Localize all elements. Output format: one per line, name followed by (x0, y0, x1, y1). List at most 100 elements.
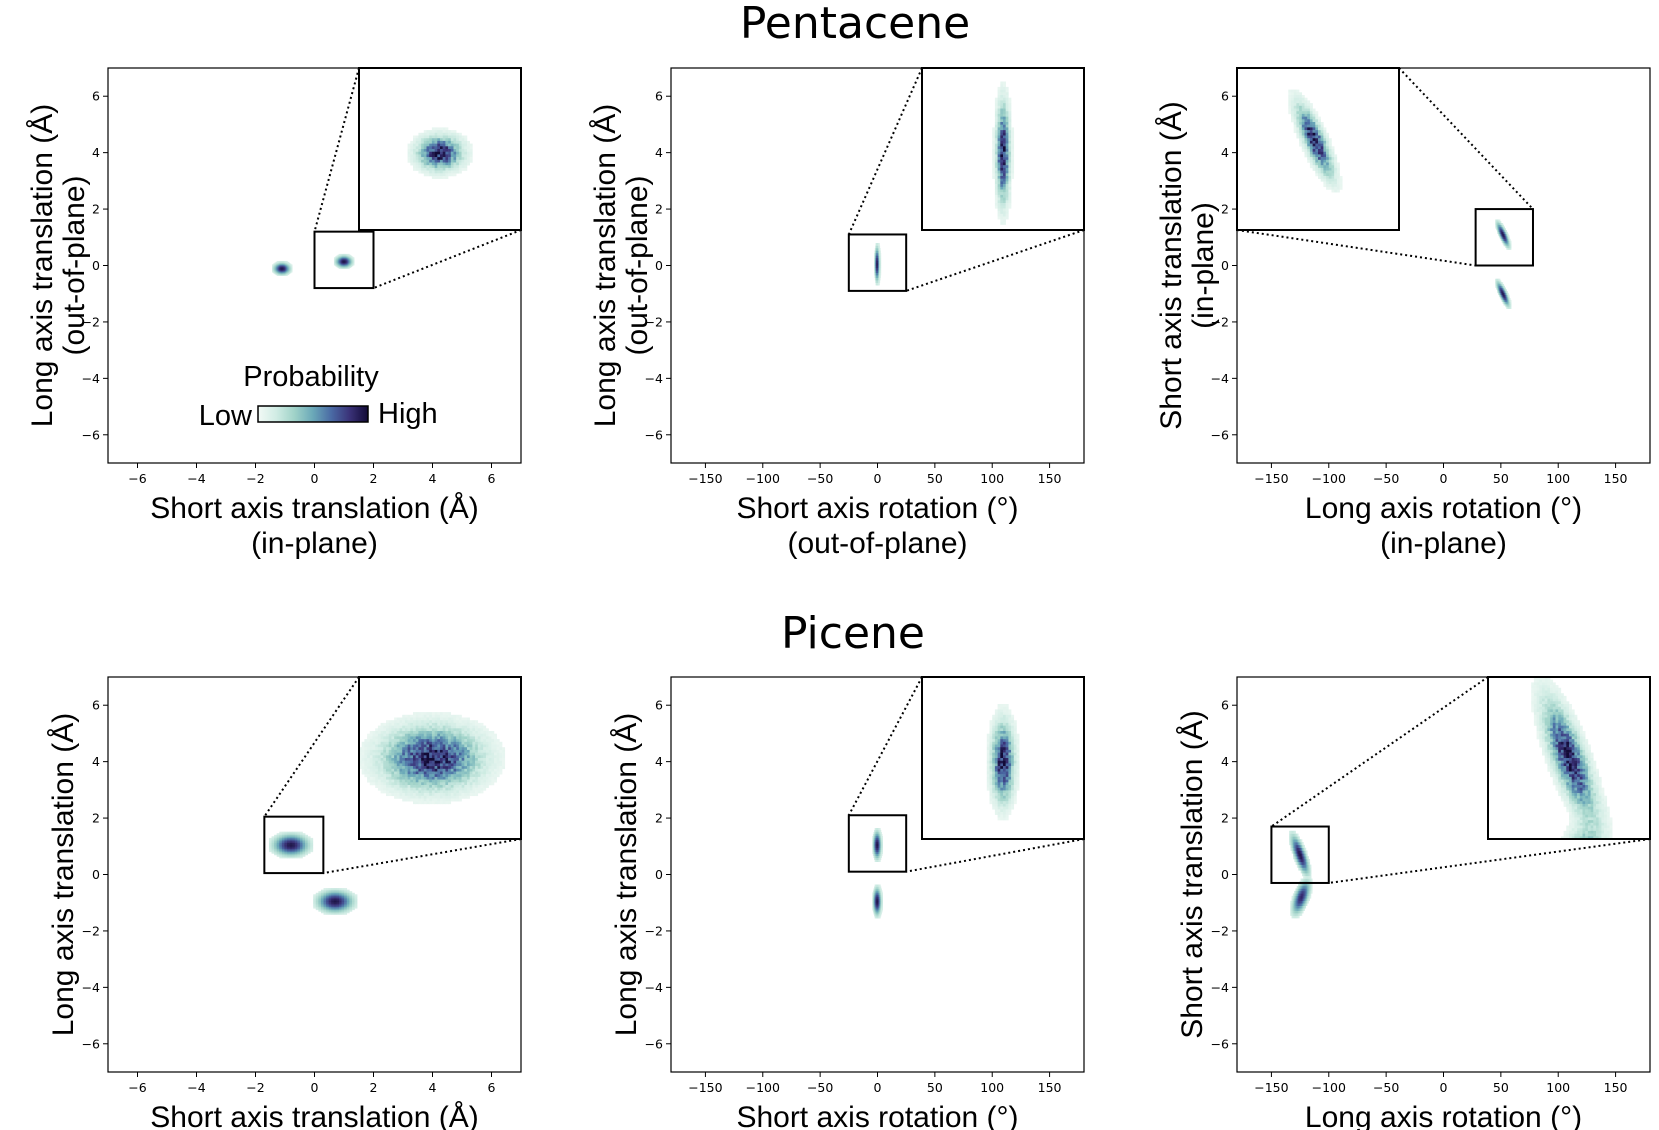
inset-cell (434, 157, 438, 161)
inset-cell (1334, 165, 1338, 169)
inset-cell (483, 725, 487, 729)
inset-cell (467, 785, 470, 788)
inset-cell (1587, 817, 1591, 821)
inset-cell (1604, 820, 1608, 824)
inset-cell (1582, 803, 1586, 807)
inset-cell (413, 714, 416, 718)
inset-cell (445, 798, 449, 802)
inset-cell (1005, 803, 1009, 807)
inset-cell (1582, 741, 1586, 745)
inset-cell (448, 741, 452, 745)
inset-cell (1558, 758, 1562, 761)
inset-cell (450, 140, 454, 144)
inset-cell (502, 766, 506, 770)
density-cluster (313, 888, 358, 915)
inset-cell (404, 787, 408, 791)
inset-cell (1577, 793, 1581, 797)
inset-cell (1008, 103, 1012, 107)
inset-cell (434, 146, 438, 150)
inset-cell (992, 127, 996, 131)
inset-cell (440, 173, 443, 177)
inset-cell (1539, 728, 1543, 732)
inset-cell (986, 733, 990, 737)
inset-cell (399, 782, 403, 786)
inset-cell (1309, 165, 1313, 169)
inset-cell (992, 785, 996, 788)
inset-cell (469, 758, 473, 761)
inset-cell (1552, 741, 1556, 745)
inset-cell (1008, 130, 1012, 134)
inset-cell (407, 149, 411, 152)
inset-cell (994, 186, 998, 190)
inset-cell (1320, 176, 1324, 179)
inset-cell (485, 733, 489, 737)
inset-cell (1296, 103, 1300, 107)
zoom-region-box (263, 815, 325, 875)
inset-cell (997, 763, 1001, 767)
inset-cell (431, 725, 435, 729)
inset-cell (1563, 709, 1567, 713)
x-tick-label: 50 (1493, 1080, 1509, 1095)
inset-cell (423, 768, 427, 772)
inset-cell (1574, 828, 1578, 832)
inset-cell (1558, 771, 1562, 775)
inset-cell (994, 774, 998, 778)
inset-cell (997, 806, 1001, 810)
inset-cell (448, 755, 452, 759)
inset-cell (477, 758, 481, 761)
inset-cell (410, 755, 414, 759)
inset-cell (1579, 814, 1583, 818)
inset-cell (413, 146, 416, 150)
inset-cell (989, 755, 993, 759)
inset-cell (1547, 717, 1551, 721)
inset-cell (440, 776, 443, 780)
inset-cell (434, 787, 438, 791)
inset-cell (1003, 739, 1006, 743)
inset-cell (461, 720, 465, 724)
inset-cell (394, 782, 398, 786)
inset-cell (396, 779, 400, 783)
inset-cell (1005, 211, 1009, 215)
inset-cell (437, 127, 441, 131)
inset-cell (1544, 755, 1548, 759)
y-tick-label: 0 (92, 258, 100, 273)
inset-cell (402, 760, 406, 764)
inset-cell (415, 728, 419, 732)
inset-cell (1334, 157, 1338, 161)
inset-cell (997, 184, 1001, 188)
inset-cell (426, 793, 430, 797)
inset-cell (431, 733, 435, 737)
inset-cell (1003, 803, 1006, 807)
inset-cell (394, 733, 398, 737)
inset-cell (475, 747, 479, 751)
inset-cell (1536, 733, 1540, 737)
inset-cell (1542, 741, 1545, 745)
inset-cell (467, 776, 470, 780)
inset-cell (440, 785, 443, 788)
inset-cell (997, 194, 1001, 198)
inset-cell (1008, 100, 1012, 104)
inset-cell (1560, 774, 1564, 778)
inset-cell (448, 744, 452, 748)
inset-cell (431, 159, 435, 163)
inset-cell (1318, 132, 1321, 136)
inset-cell (1577, 820, 1581, 824)
inset-cell (407, 747, 411, 751)
inset-cell (1008, 205, 1012, 209)
inset-cell (402, 731, 406, 734)
inset-cell (483, 774, 487, 778)
inset-cell (429, 138, 433, 142)
inset-cell (434, 752, 438, 756)
inset-cell (383, 774, 387, 778)
inset-cell (388, 755, 392, 759)
inset-cell (1005, 130, 1009, 134)
inset-cell (1571, 779, 1575, 783)
inset-cell (369, 768, 373, 772)
inset-cell (1000, 84, 1004, 88)
inset-cell (410, 728, 414, 732)
inset-cell (1323, 162, 1327, 166)
inset-cell (415, 149, 419, 152)
probability-legend: Probability Low High (199, 361, 438, 432)
inset-cell (450, 162, 454, 166)
inset-cell (992, 795, 996, 799)
